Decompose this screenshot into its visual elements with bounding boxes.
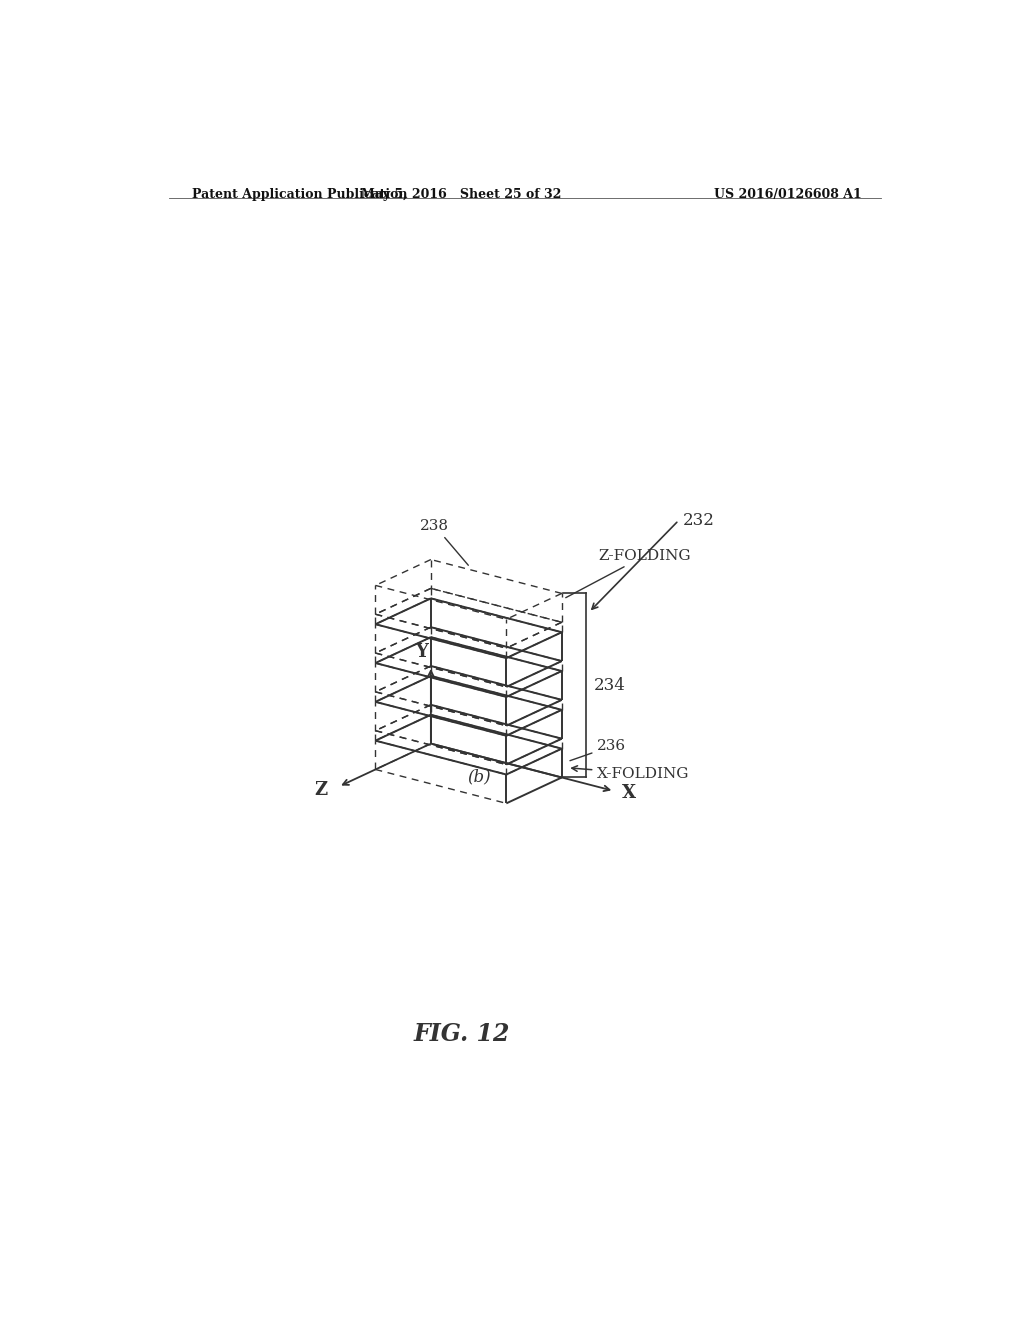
Text: X-FOLDING: X-FOLDING [571,766,690,780]
Text: Z: Z [314,781,328,799]
Text: May 5, 2016   Sheet 25 of 32: May 5, 2016 Sheet 25 of 32 [361,187,562,201]
Text: FIG. 12: FIG. 12 [414,1022,510,1045]
Text: 236: 236 [570,739,627,760]
Text: X: X [622,784,636,801]
Text: (b): (b) [468,768,492,785]
Text: 234: 234 [594,677,626,694]
Text: Y: Y [415,643,428,661]
Text: 232: 232 [683,512,715,529]
Text: 238: 238 [420,519,468,565]
Text: Patent Application Publication: Patent Application Publication [193,187,408,201]
Text: US 2016/0126608 A1: US 2016/0126608 A1 [715,187,862,201]
Text: Z-FOLDING: Z-FOLDING [565,549,691,598]
